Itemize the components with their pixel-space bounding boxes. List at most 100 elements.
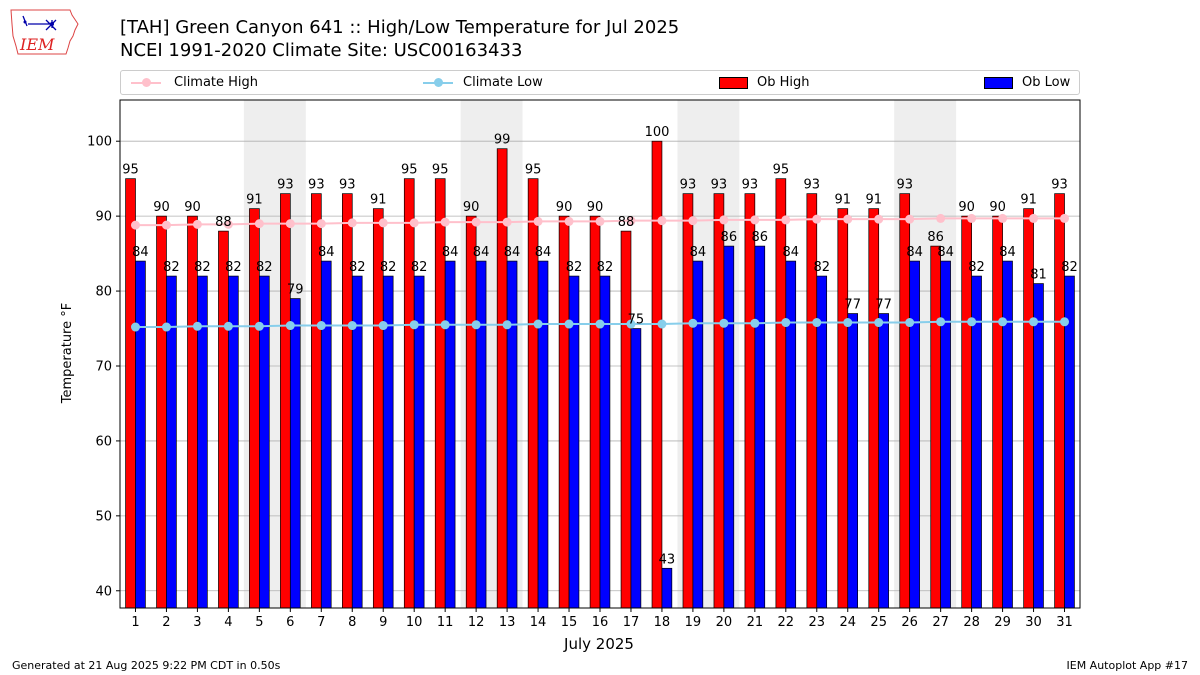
bar-label-low-15: 82 xyxy=(566,260,583,275)
climate-low-point-2 xyxy=(162,323,171,332)
bar-label-high-28: 90 xyxy=(958,200,975,215)
bar-high-1 xyxy=(126,179,136,608)
bar-label-high-2: 90 xyxy=(153,200,170,215)
bar-label-high-29: 90 xyxy=(989,200,1006,215)
climate-low-point-8 xyxy=(348,321,357,330)
x-tick-label: 23 xyxy=(809,615,826,630)
climate-low-point-11 xyxy=(441,320,450,329)
bar-label-high-14: 95 xyxy=(525,163,542,178)
climate-high-point-10 xyxy=(410,218,419,227)
bar-label-low-28: 82 xyxy=(968,260,985,275)
x-tick-label: 10 xyxy=(406,615,423,630)
bar-label-high-31: 93 xyxy=(1051,178,1068,193)
x-tick-label: 8 xyxy=(348,615,356,630)
bar-label-high-7: 93 xyxy=(308,178,325,193)
bar-high-22 xyxy=(776,179,786,608)
bar-label-high-11: 95 xyxy=(432,163,449,178)
climate-low-point-6 xyxy=(286,321,295,330)
bar-high-4 xyxy=(218,231,228,608)
bar-low-30 xyxy=(1034,284,1044,608)
bar-low-7 xyxy=(321,261,331,608)
x-tick-label: 5 xyxy=(255,615,263,630)
climate-high-point-25 xyxy=(874,215,883,224)
bar-low-29 xyxy=(1003,261,1013,608)
footer-app-id: IEM Autoplot App #17 xyxy=(1067,659,1189,673)
climate-low-point-18 xyxy=(657,320,666,329)
x-tick-label: 17 xyxy=(623,615,640,630)
climate-low-point-1 xyxy=(131,323,140,332)
climate-high-point-16 xyxy=(596,217,605,226)
bar-label-low-22: 84 xyxy=(782,245,799,260)
bar-label-low-7: 84 xyxy=(318,245,335,260)
x-tick-label: 1 xyxy=(131,615,139,630)
climate-high-point-30 xyxy=(1029,214,1038,223)
bar-label-high-1: 95 xyxy=(122,163,139,178)
climate-low-point-13 xyxy=(503,320,512,329)
climate-high-point-13 xyxy=(503,218,512,227)
y-axis-label: Temperature °F xyxy=(60,303,75,404)
climate-high-point-9 xyxy=(379,218,388,227)
bar-label-low-14: 84 xyxy=(535,245,552,260)
x-tick-label: 27 xyxy=(932,615,949,630)
bar-label-high-10: 95 xyxy=(401,163,418,178)
x-tick-label: 13 xyxy=(499,615,516,630)
x-tick-label: 16 xyxy=(592,615,609,630)
bar-high-13 xyxy=(497,149,507,608)
climate-high-point-18 xyxy=(657,216,666,225)
x-tick-label: 18 xyxy=(654,615,671,630)
climate-low-point-15 xyxy=(565,320,574,329)
bar-low-25 xyxy=(879,314,889,608)
bar-label-low-13: 84 xyxy=(504,245,521,260)
bar-label-low-30: 81 xyxy=(1030,268,1047,283)
bar-label-low-27: 84 xyxy=(937,245,954,260)
bar-label-high-22: 95 xyxy=(773,163,790,178)
bar-low-21 xyxy=(755,246,765,608)
climate-low-point-21 xyxy=(750,319,759,328)
y-tick-label: 90 xyxy=(95,210,112,225)
bar-low-17 xyxy=(631,329,641,608)
climate-low-point-22 xyxy=(781,318,790,327)
bar-label-high-8: 93 xyxy=(339,178,356,193)
bar-label-low-25: 77 xyxy=(875,298,892,313)
x-tick-label: 12 xyxy=(468,615,485,630)
climate-high-point-31 xyxy=(1060,214,1069,223)
climate-high-point-3 xyxy=(193,220,202,229)
bar-label-low-8: 82 xyxy=(349,260,366,275)
y-tick-label: 50 xyxy=(95,509,112,524)
bar-label-high-3: 90 xyxy=(184,200,201,215)
climate-high-point-12 xyxy=(472,218,481,227)
bar-label-low-11: 84 xyxy=(442,245,459,260)
bar-high-24 xyxy=(838,209,848,608)
bar-high-11 xyxy=(435,179,445,608)
bar-low-26 xyxy=(910,261,920,608)
bar-low-11 xyxy=(445,261,455,608)
bar-label-low-17: 75 xyxy=(628,313,645,328)
bar-label-high-13: 99 xyxy=(494,133,511,148)
bar-label-low-2: 82 xyxy=(163,260,180,275)
bar-label-high-16: 90 xyxy=(587,200,604,215)
x-tick-label: 3 xyxy=(193,615,201,630)
climate-high-point-19 xyxy=(688,216,697,225)
bar-label-low-3: 82 xyxy=(194,260,211,275)
y-tick-label: 60 xyxy=(95,434,112,449)
climate-low-point-23 xyxy=(812,318,821,327)
climate-high-point-29 xyxy=(998,214,1007,223)
climate-high-point-20 xyxy=(719,215,728,224)
x-tick-label: 25 xyxy=(870,615,887,630)
bar-high-17 xyxy=(621,231,631,608)
bar-label-high-9: 91 xyxy=(370,193,387,208)
climate-low-point-30 xyxy=(1029,317,1038,326)
bar-label-high-4: 88 xyxy=(215,215,232,230)
bar-label-low-5: 82 xyxy=(256,260,273,275)
x-tick-label: 4 xyxy=(224,615,232,630)
x-tick-label: 22 xyxy=(778,615,795,630)
bar-label-high-26: 93 xyxy=(896,178,913,193)
bar-label-low-21: 86 xyxy=(752,230,769,245)
climate-high-point-14 xyxy=(534,217,543,226)
climate-low-point-24 xyxy=(843,318,852,327)
climate-high-point-1 xyxy=(131,221,140,230)
bar-label-low-4: 82 xyxy=(225,260,242,275)
bar-label-low-18: 43 xyxy=(659,552,676,567)
climate-low-point-7 xyxy=(317,321,326,330)
bar-label-low-16: 82 xyxy=(597,260,614,275)
